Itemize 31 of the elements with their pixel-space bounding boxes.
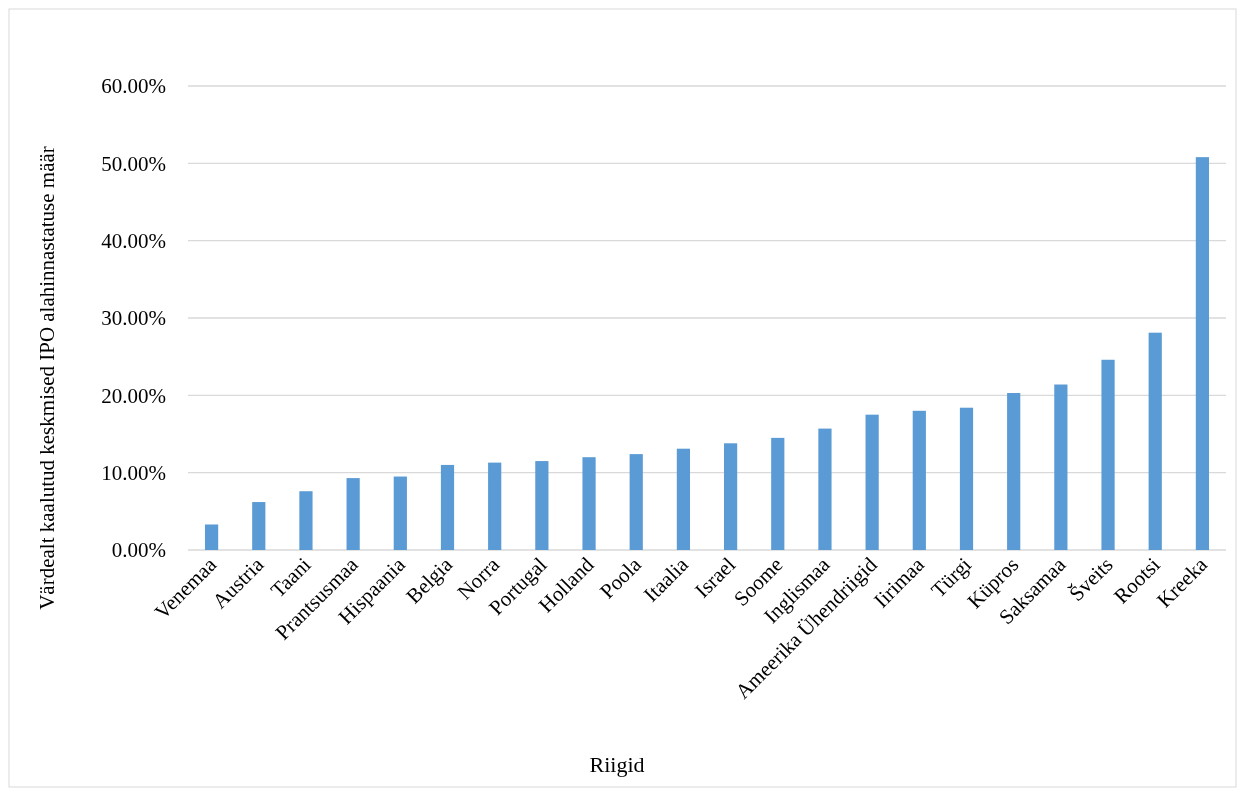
bar (204, 524, 219, 550)
bar (959, 407, 974, 550)
y-tick-label: 10.00% (101, 461, 166, 486)
y-tick-label: 50.00% (101, 151, 166, 176)
bar (252, 502, 266, 550)
bar (723, 443, 738, 550)
y-tick-label: 30.00% (101, 306, 166, 331)
bar (393, 476, 407, 550)
bar (676, 448, 691, 550)
y-tick-label: 40.00% (101, 229, 166, 254)
bar (1054, 384, 1068, 550)
y-tick-label: 20.00% (101, 383, 166, 408)
bar (1195, 157, 1210, 550)
bar (440, 464, 455, 550)
bar (818, 428, 832, 550)
bar (1101, 359, 1115, 550)
bar (1148, 332, 1162, 550)
y-tick-label: 60.00% (101, 74, 166, 99)
bar (488, 462, 502, 550)
y-axis-title: Värdealt kaalutud keskmised IPO alahinnastatuse määr (35, 146, 59, 610)
bar (912, 410, 926, 550)
bar (1007, 393, 1021, 550)
x-axis-title: Riigid (589, 752, 645, 777)
bar (346, 478, 360, 550)
bar (299, 491, 313, 550)
bar (535, 461, 549, 550)
bar (865, 414, 879, 550)
bar (582, 457, 596, 550)
bar (629, 454, 643, 550)
bar (771, 437, 785, 550)
y-tick-label: 0.00% (111, 538, 166, 563)
